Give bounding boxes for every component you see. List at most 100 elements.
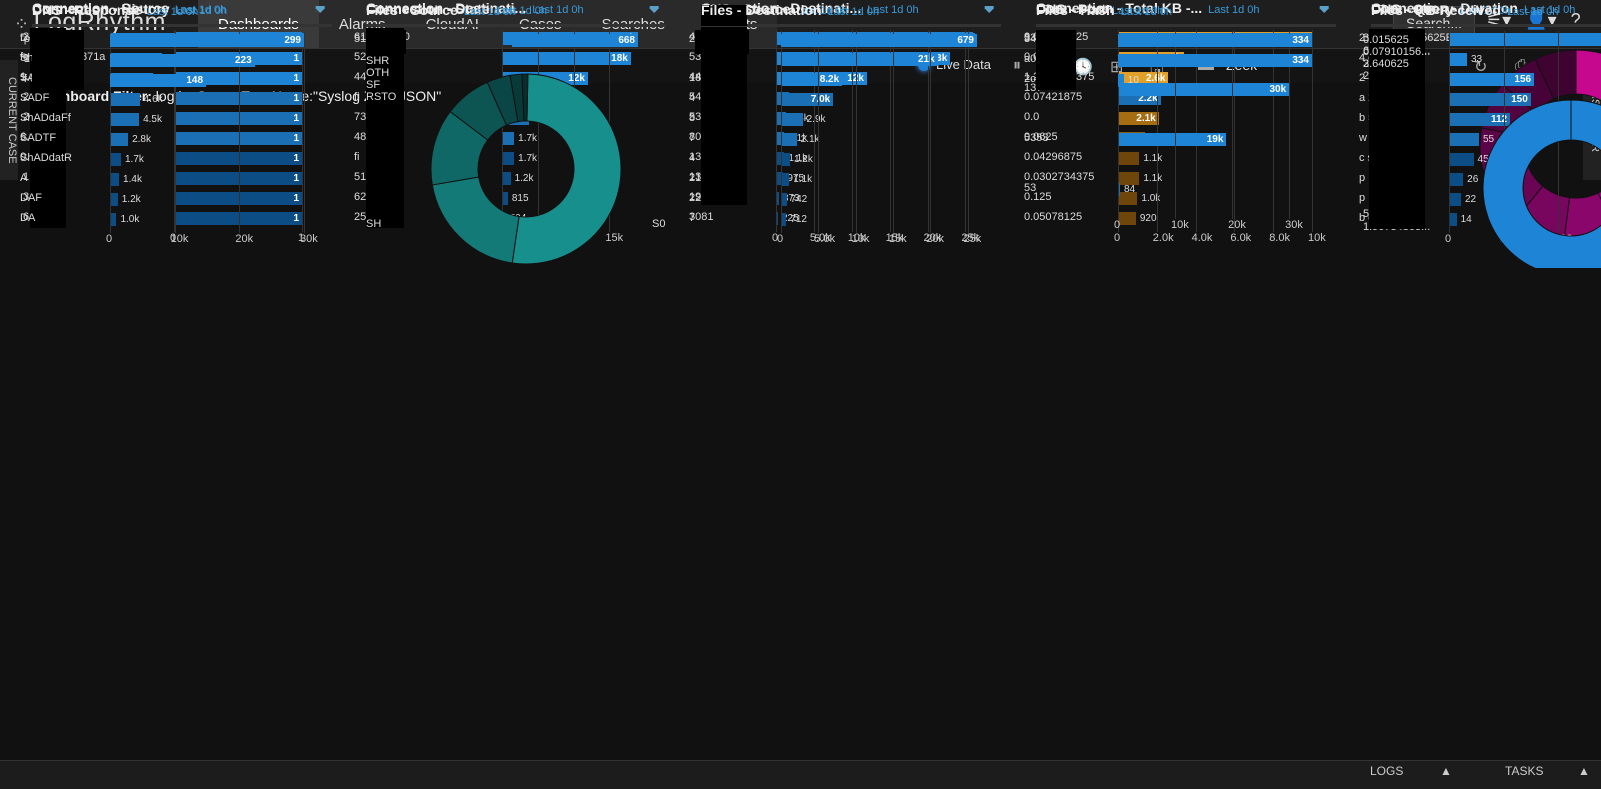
bar[interactable]: 1 xyxy=(174,132,302,145)
bar[interactable]: 1.7k xyxy=(110,153,144,166)
gridline xyxy=(813,30,815,232)
widget-filter-icon[interactable]: ⏷ xyxy=(983,0,995,16)
bar-value: 156 xyxy=(1514,74,1532,85)
bar[interactable]: 26 xyxy=(1449,173,1478,186)
logs-expand-icon[interactable]: ▲ xyxy=(1440,764,1452,778)
bar[interactable]: 150 xyxy=(1449,93,1531,106)
donut-chart[interactable] xyxy=(366,27,666,267)
refresh-icon[interactable]: ↻ xyxy=(1474,59,1488,76)
bar[interactable]: 7.0k xyxy=(781,93,834,106)
bar[interactable]: 679 xyxy=(781,34,977,47)
bar[interactable]: 1.1k xyxy=(776,132,807,145)
bar[interactable]: 2.1k xyxy=(781,133,820,146)
bar[interactable]: 112 xyxy=(1449,113,1511,126)
bar[interactable]: 225 xyxy=(776,212,799,225)
tasks-expand-icon[interactable]: ▲ xyxy=(1578,764,1590,778)
bar[interactable]: 1 xyxy=(174,172,302,185)
bar[interactable]: 10 xyxy=(1118,74,1139,87)
widget-filter-icon[interactable]: ⏷ xyxy=(1318,2,1330,18)
bar[interactable]: 668 xyxy=(512,34,638,47)
widget-filter-icon[interactable]: ⏷ xyxy=(1318,1,1330,17)
widget-filter-icon[interactable]: ⏷ xyxy=(1318,0,1330,16)
bar[interactable]: 1.0k xyxy=(110,213,139,226)
bar-value: 1 xyxy=(293,53,299,64)
bar[interactable]: 22 xyxy=(1449,193,1476,206)
redaction xyxy=(32,30,84,90)
bar[interactable]: 975 xyxy=(776,172,804,185)
widget-filter-icon[interactable]: ⏷ xyxy=(314,1,326,17)
widget-filter-icon[interactable]: ⏷ xyxy=(648,2,660,18)
bar[interactable]: 1.7k xyxy=(502,152,537,165)
tasks-tab[interactable]: TASKS xyxy=(1505,764,1544,778)
donut-slice[interactable] xyxy=(1570,99,1601,173)
bar-label: D xyxy=(20,32,28,44)
bar[interactable]: 1.2k xyxy=(781,153,813,166)
bar[interactable]: 55 xyxy=(1449,133,1494,146)
bar[interactable]: 920 xyxy=(1118,212,1157,225)
bar[interactable]: 742 xyxy=(781,193,807,206)
widget-filter-icon[interactable]: ⏷ xyxy=(648,0,660,16)
bar[interactable]: 373 xyxy=(776,192,800,205)
bar[interactable]: 2.1k xyxy=(1118,112,1159,125)
widget-filter-icon[interactable]: ⏷ xyxy=(983,2,995,18)
bar[interactable]: 2.9k xyxy=(781,113,826,126)
bar[interactable]: 1 xyxy=(174,192,302,205)
bar[interactable]: 14 xyxy=(1449,213,1472,226)
widget-filter-icon[interactable]: ⏷ xyxy=(314,2,326,18)
bar[interactable]: 18k xyxy=(502,52,631,65)
bar[interactable]: 223 xyxy=(110,54,255,67)
bar-value: 1 xyxy=(293,173,299,184)
donut-slice[interactable] xyxy=(1534,49,1577,100)
donut-slice[interactable] xyxy=(1482,99,1601,268)
current-case-tab[interactable]: CURRENT CASE xyxy=(0,60,18,180)
bar[interactable]: 2.8k xyxy=(110,133,151,146)
bar[interactable]: 156 xyxy=(1449,73,1535,86)
bar[interactable]: 21k xyxy=(781,53,938,66)
bar[interactable]: 33 xyxy=(1449,53,1482,66)
bar[interactable]: 1.1k xyxy=(776,152,807,165)
widget-header: Connection - Source Last 1d 0h ⏷ xyxy=(32,0,332,25)
bar[interactable]: 334 xyxy=(1118,34,1312,47)
bar[interactable]: 1 xyxy=(174,112,302,125)
bar[interactable] xyxy=(1449,33,1601,46)
bar[interactable]: 2.6k xyxy=(1118,72,1169,85)
bar[interactable]: 19k xyxy=(1118,133,1227,146)
bar[interactable]: 8.2k xyxy=(781,73,843,86)
donut-chart[interactable] xyxy=(1371,28,1601,268)
widget-filter-icon[interactable]: ⏷ xyxy=(983,1,995,17)
bar[interactable]: 45 xyxy=(1449,153,1489,166)
bar[interactable]: 1 xyxy=(174,152,302,165)
donut-slice[interactable] xyxy=(1575,49,1601,197)
bar[interactable]: 299 xyxy=(110,34,304,47)
help-icon[interactable]: ? xyxy=(1570,10,1581,30)
bar[interactable]: 1.2k xyxy=(502,172,533,185)
donut-slice[interactable] xyxy=(521,73,529,122)
bar[interactable]: 712 xyxy=(781,213,807,226)
widget-title: Files - Source xyxy=(366,2,458,18)
bar[interactable]: 1.7k xyxy=(502,132,537,145)
pause-icon[interactable]: ⏸ xyxy=(1013,57,1022,74)
donut-slice[interactable] xyxy=(511,73,622,265)
clock-icon[interactable]: 🕓 xyxy=(1073,59,1093,76)
bar[interactable]: 30k xyxy=(1118,83,1290,96)
bar[interactable]: 4.5k xyxy=(110,113,162,126)
widget-filter-icon[interactable]: ⏷ xyxy=(314,0,326,16)
bar[interactable]: 1 xyxy=(174,212,302,225)
widget-filter-icon[interactable]: ⏷ xyxy=(648,1,660,17)
bar[interactable]: 4.6k xyxy=(110,93,163,106)
bar-value: 112 xyxy=(1490,114,1508,125)
bar[interactable]: 1.0k xyxy=(1118,192,1160,205)
bar[interactable]: 1.1k xyxy=(1118,172,1162,185)
bar[interactable]: 1.1k xyxy=(1118,152,1162,165)
bar[interactable]: 1.4k xyxy=(110,173,142,186)
bar[interactable]: 1.1k xyxy=(781,173,812,186)
bar[interactable]: 84 xyxy=(1118,183,1135,196)
widget-header: Files - KB Received Last 1d 0h xyxy=(1371,2,1601,27)
bar[interactable]: 334 xyxy=(1118,54,1312,67)
bar[interactable]: 148 xyxy=(110,74,207,87)
bar[interactable]: 815 xyxy=(502,192,529,205)
bar[interactable]: 1.2k xyxy=(110,193,141,206)
logs-tab[interactable]: LOGS xyxy=(1370,764,1404,778)
bar[interactable]: 1 xyxy=(174,92,302,105)
axis-tick-label: 0 xyxy=(170,232,177,244)
